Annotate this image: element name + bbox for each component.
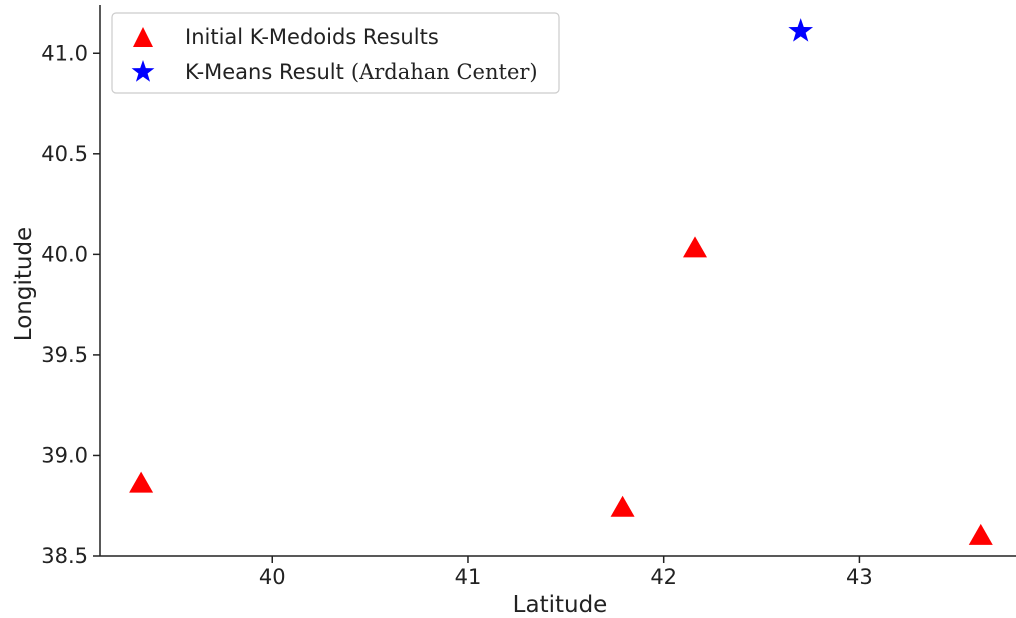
y-tick-label: 39.5 [41,343,88,367]
legend-label-kmeans-name: K-Means Result [185,60,344,84]
x-axis-title: Latitude [513,592,608,618]
legend-star-marker [131,60,155,82]
legend-label-kmeans-suffix: (Ardahan Center) [351,60,538,84]
kmeans-star-point [788,18,814,42]
legend-label-kmedoids: Initial K-Medoids Results [185,25,439,49]
y-tick-label: 41.0 [41,41,88,65]
legend-triangle-marker [133,27,153,47]
y-tick-label: 38.5 [41,544,88,568]
legend-frame [111,12,560,94]
data-points [129,18,993,545]
kmedoids-triangle-point [968,523,993,545]
kmedoids-triangle-point [129,471,154,493]
y-axis-title: Longitude [11,227,37,341]
kmedoids-triangle-point [610,495,635,517]
plot-axes [99,5,1016,557]
x-axis-ticks: 40 41 42 43 [259,556,873,589]
kmedoids-triangle-point [683,236,708,258]
y-tick-label: 40.0 [41,242,88,266]
legend: Initial K-Medoids Results K-Means Result… [111,12,560,94]
x-tick-label: 43 [846,565,873,589]
x-tick-label: 41 [455,565,482,589]
x-tick-label: 42 [650,565,677,589]
x-tick-label: 40 [259,565,286,589]
y-tick-label: 40.5 [41,142,88,166]
y-tick-label: 39.0 [41,443,88,467]
legend-label-kmeans: K-Means Result (Ardahan Center) [185,60,538,84]
y-axis-ticks: 38.5 39.0 39.5 40.0 40.5 41.0 [41,41,100,568]
